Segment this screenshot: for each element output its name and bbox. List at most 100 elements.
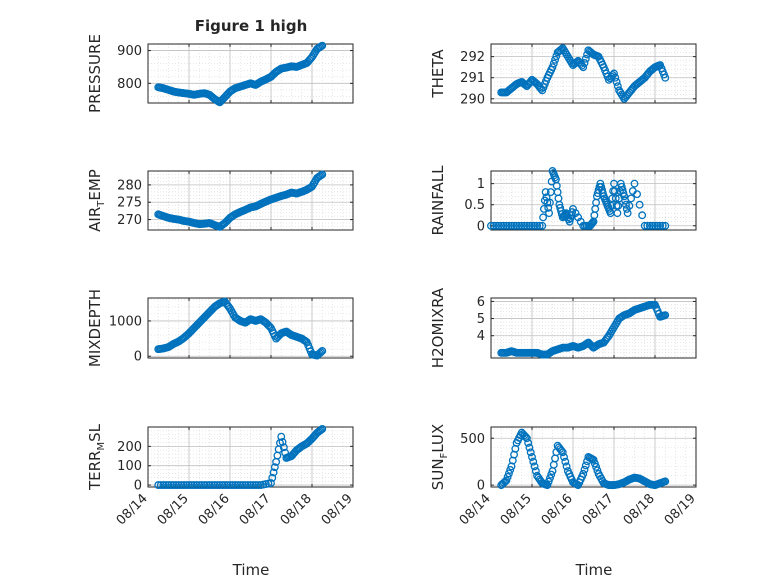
data-point: [630, 179, 639, 188]
data-point: [494, 221, 503, 230]
data-point: [561, 457, 570, 466]
data-point: [185, 481, 193, 490]
data-point: [190, 481, 199, 490]
data-point: [661, 221, 670, 230]
data-point: [612, 77, 621, 86]
y-tick-label: 0: [477, 219, 485, 234]
data-point: [558, 448, 567, 457]
axes-frame: [490, 170, 697, 231]
data-point: [540, 204, 548, 213]
data-point: [506, 465, 515, 474]
subplot-air-temp: 270 275 280 AIRTEMP: [86, 169, 354, 232]
data-point: [267, 479, 275, 488]
data-point: [581, 461, 590, 470]
axes-frame: [490, 43, 697, 104]
data-point: [661, 311, 670, 320]
data-point: [156, 481, 165, 490]
data-point: [635, 200, 644, 209]
data-point: [502, 476, 511, 485]
data-point: [169, 481, 178, 490]
y-tick-label: 4: [477, 329, 485, 344]
data-point: [640, 221, 649, 230]
y-axis-label: SUNFLUX: [429, 424, 450, 490]
data-point: [658, 221, 667, 230]
data-point: [535, 221, 544, 230]
data-point: [543, 198, 552, 207]
y-tick-label: 290: [460, 92, 485, 107]
data-point: [497, 221, 506, 230]
y-axis-label: H2OMIXRA: [429, 287, 447, 368]
axes-frame: [490, 297, 697, 359]
data-point: [580, 465, 589, 474]
data-point: [233, 481, 242, 490]
y-axis-label: RAINFALL: [429, 165, 447, 236]
subplot-rainfall: 0 0.5 1 RAINFALL: [429, 165, 697, 236]
y-tick-label: 200: [117, 440, 142, 455]
data-point: [598, 189, 607, 198]
data-point: [580, 59, 589, 67]
data-point: [228, 481, 237, 490]
data-point: [182, 481, 191, 490]
data-point: [543, 481, 552, 490]
data-point: [489, 221, 498, 230]
data-point: [195, 481, 204, 490]
data-point: [638, 211, 647, 220]
data-point: [592, 462, 601, 471]
data-point: [544, 477, 553, 486]
figure-title: Figure 1 high: [195, 17, 308, 35]
x-axis-label-left: Time: [232, 561, 270, 579]
data-point: [238, 481, 247, 490]
data-point: [265, 322, 274, 331]
data-point: [197, 481, 206, 490]
y-tick-label: 100: [117, 459, 142, 474]
data-point: [223, 481, 232, 490]
y-tick-label: 800: [117, 77, 142, 92]
data-point: [503, 472, 512, 481]
data-point: [251, 481, 260, 490]
data-point: [269, 468, 278, 477]
data-point: [545, 198, 554, 207]
y-tick-label: 275: [117, 196, 142, 211]
data-point: [623, 209, 632, 218]
y-axis-label: AIRTEMP: [86, 169, 107, 232]
data-point: [277, 432, 286, 441]
data-point: [208, 481, 217, 490]
y-tick-label: 291: [460, 71, 485, 86]
data-point: [507, 221, 516, 230]
data-point: [243, 481, 252, 490]
data-point: [317, 348, 325, 357]
data-point: [588, 218, 597, 227]
data-point: [522, 434, 531, 443]
axes-frame: [147, 297, 354, 359]
x-axis-label-right: Time: [575, 561, 613, 579]
axes-frame: [147, 170, 354, 231]
data-point: [619, 189, 628, 198]
data-point: [502, 221, 511, 230]
y-tick-label: 0: [134, 350, 142, 365]
subplot-pressure: 800 900 PRESSURE: [86, 34, 354, 113]
y-tick-label: 1000: [109, 314, 142, 329]
data-point: [625, 201, 634, 210]
y-tick-label: 0.5: [464, 198, 485, 213]
data-point: [545, 209, 554, 218]
data-point: [522, 221, 531, 230]
data-point: [579, 63, 588, 72]
data-point: [526, 448, 535, 457]
data-point: [218, 481, 227, 490]
data-point: [610, 69, 618, 78]
data-point: [213, 481, 222, 490]
data-point: [541, 188, 550, 197]
data-point: [504, 221, 513, 230]
data-point: [224, 302, 233, 311]
data-point: [278, 438, 287, 446]
data-point: [551, 55, 560, 64]
y-tick-label: 500: [460, 432, 485, 447]
data-point: [547, 470, 556, 479]
data-point: [154, 481, 163, 490]
y-tick-label: 0: [134, 479, 142, 494]
data-point: [549, 59, 558, 68]
data-point: [520, 221, 529, 230]
data-point: [226, 481, 234, 490]
data-point: [661, 477, 670, 486]
